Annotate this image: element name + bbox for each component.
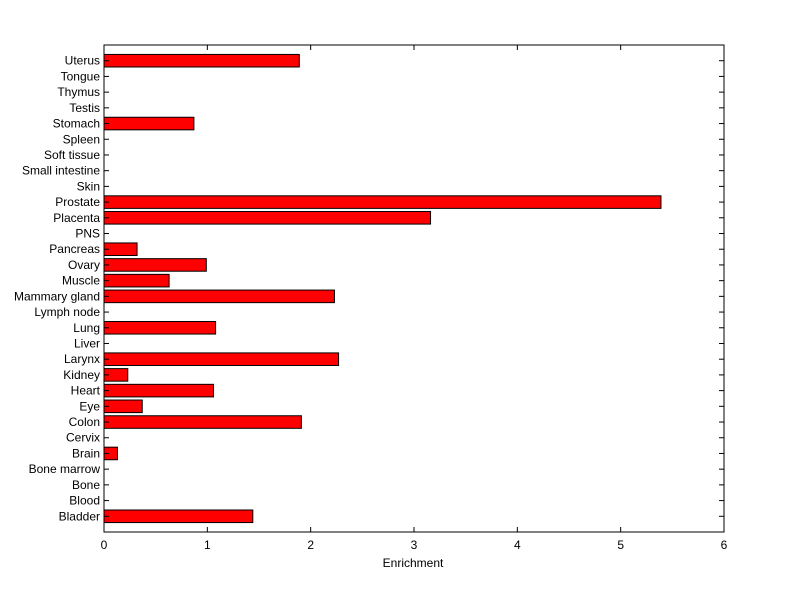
bar-bladder [103, 509, 254, 524]
x-tick-label: 2 [307, 538, 314, 552]
y-tick-label: Heart [71, 384, 101, 398]
y-tick-label: Lymph node [34, 305, 100, 319]
y-tick-label: Pancreas [49, 242, 100, 256]
y-tick-label: Larynx [64, 352, 100, 366]
y-tick-label: Testis [69, 101, 100, 115]
y-tick-label: Blood [69, 494, 100, 508]
y-tick-label: Placenta [53, 211, 100, 225]
bar-stomach [103, 116, 195, 131]
bar-mammary-gland [103, 289, 335, 304]
y-tick-label: Muscle [62, 274, 100, 288]
bar-colon [103, 415, 302, 429]
y-tick-label: Eye [79, 399, 100, 413]
y-tick-label: Small intestine [22, 164, 100, 178]
y-tick-label: Prostate [55, 195, 100, 209]
x-axis-label: Enrichment [383, 556, 444, 570]
bar-lung [103, 320, 217, 335]
y-tick-label: Bladder [59, 509, 100, 523]
y-tick-label: Bone [72, 478, 100, 492]
bar-heart [103, 383, 215, 398]
y-tick-label: Thymus [57, 85, 100, 99]
y-tick-label: Mammary gland [14, 289, 100, 303]
y-tick-label: Tongue [61, 69, 101, 83]
x-tick-label: 0 [101, 538, 108, 552]
x-tick-label: 6 [721, 538, 728, 552]
x-tick-label: 3 [411, 538, 418, 552]
x-tick-label: 1 [204, 538, 211, 552]
y-tick-label: Kidney [63, 368, 100, 382]
y-tick-label: Uterus [65, 54, 100, 68]
y-tick-label: Colon [69, 415, 100, 429]
y-tick-label: PNS [75, 227, 100, 241]
bar-eye [103, 399, 143, 414]
bar-muscle [103, 273, 170, 288]
y-tick-label: Stomach [53, 117, 100, 131]
y-tick-label: Spleen [63, 132, 100, 146]
y-tick-label: Lung [73, 321, 100, 335]
bar-ovary [103, 258, 207, 272]
bar-uterus [103, 53, 300, 68]
y-tick-label: Skin [77, 179, 100, 193]
x-tick-label: 5 [617, 538, 624, 552]
bar-larynx [103, 352, 340, 366]
y-tick-label: Cervix [66, 431, 100, 445]
y-tick-label: Liver [74, 336, 100, 350]
plot-area [104, 45, 724, 532]
bar-placenta [103, 211, 432, 225]
y-tick-label: Soft tissue [44, 148, 100, 162]
y-tick-label: Bone marrow [29, 462, 101, 476]
x-tick-label: 4 [514, 538, 521, 552]
bar-prostate [103, 195, 662, 209]
y-tick-label: Ovary [68, 258, 100, 272]
plot-frame [103, 44, 725, 533]
y-tick-label: Brain [72, 446, 100, 460]
